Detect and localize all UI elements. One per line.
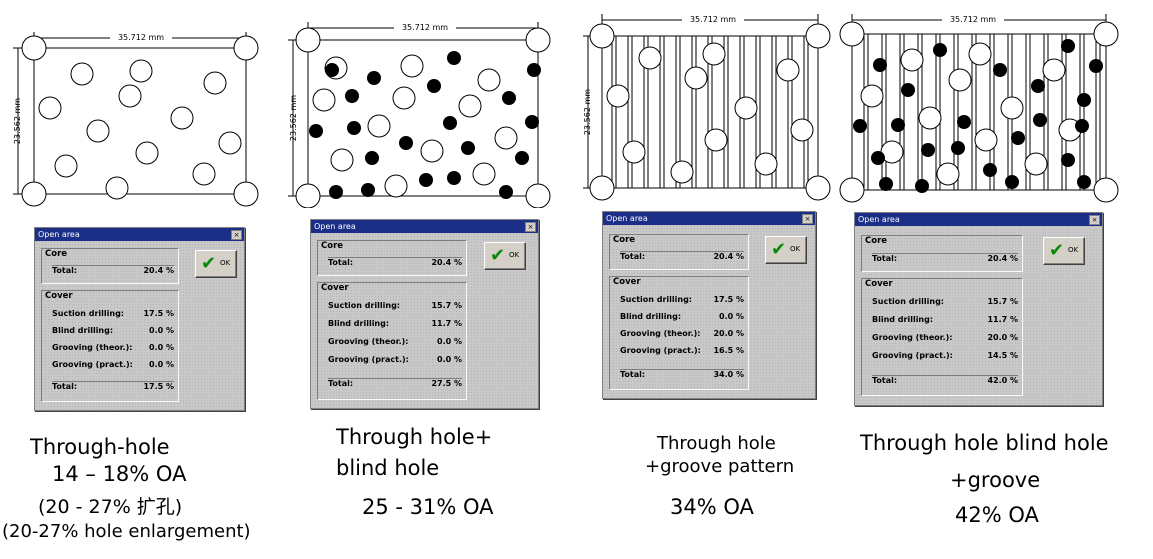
caption-1-line1: Through-hole xyxy=(30,435,170,459)
close-icon[interactable]: × xyxy=(525,222,536,232)
groove-theor-row: Grooving (theor.): 0.0 % xyxy=(52,343,174,352)
suction-row: Suction drilling: 15.7 % xyxy=(328,301,462,310)
cover-group: Cover Suction drilling: 17.5 % Blind dril… xyxy=(41,290,179,402)
core-label: Core xyxy=(865,236,888,246)
core-total-row: Total: 20.4 % xyxy=(52,265,174,280)
caption-4-line3: 42% OA xyxy=(955,503,1039,527)
caption-3-line1: Through hole xyxy=(657,433,776,454)
hole-groove-drawing-4: 35.712 mm xyxy=(839,14,1119,203)
groove-pract-row: Grooving (pract.): 0.0 % xyxy=(52,360,174,369)
cover-group: Cover Suction drilling: 15.7 % Blind dril… xyxy=(317,282,467,400)
checkmark-icon: ✔ xyxy=(490,245,506,266)
dialog-title: Open area xyxy=(858,215,900,224)
width-dimension-label: 35.712 mm xyxy=(950,15,996,24)
dialog-title: Open area xyxy=(38,230,80,239)
dialog-title-bar: Open area xyxy=(855,213,1102,226)
cover-group: Cover Suction drilling: 17.5 % Blind dril… xyxy=(609,276,749,390)
cover-group: Cover Suction drilling: 15.7 % Blind dril… xyxy=(861,278,1023,396)
suction-row: Suction drilling: 17.5 % xyxy=(620,295,744,304)
suction-row: Suction drilling: 17.5 % xyxy=(52,309,174,318)
dialog-title-bar: Open area xyxy=(311,220,538,233)
dialog-title: Open area xyxy=(314,222,356,231)
core-total-row: Total: 20.4 % xyxy=(620,251,744,266)
ok-button[interactable]: ✔ OK xyxy=(765,236,807,264)
close-icon[interactable]: × xyxy=(802,214,813,224)
cover-label: Cover xyxy=(321,283,349,293)
caption-2-line1: Through hole+ xyxy=(336,425,493,449)
core-label: Core xyxy=(45,249,68,259)
groove-theor-row: Grooving (theor.): 20.0 % xyxy=(872,333,1018,342)
ok-button[interactable]: ✔ OK xyxy=(1043,237,1085,265)
ok-button[interactable]: ✔ OK xyxy=(484,242,526,270)
groove-pract-row: Grooving (pract.): 14.5 % xyxy=(872,351,1018,360)
hole-pattern-drawing-1: 35.712 mm 23.562 mm xyxy=(13,32,259,207)
groove-theor-row: Grooving (theor.): 20.0 % xyxy=(620,329,744,338)
cover-total-row: Total: 34.0 % xyxy=(620,369,744,384)
checkmark-icon: ✔ xyxy=(201,253,217,274)
close-icon[interactable]: × xyxy=(1089,215,1100,225)
dialog-title: Open area xyxy=(606,214,648,223)
core-label: Core xyxy=(613,235,636,245)
dialog-title-bar: Open area xyxy=(603,212,815,225)
core-label: Core xyxy=(321,241,344,251)
hole-groove-drawing-3: 35.712 mm 23.562 mm xyxy=(583,14,831,201)
cover-total-row: Total: 42.0 % xyxy=(872,375,1018,390)
core-total-row: Total: 20.4 % xyxy=(872,253,1018,268)
open-area-dialog-4: Open area × Core Total: 20.4 % Cover Suct… xyxy=(854,212,1103,406)
caption-4-line1: Through hole blind hole xyxy=(860,431,1109,455)
ok-button[interactable]: ✔ OK xyxy=(195,250,237,278)
groove-pract-row: Grooving (pract.): 16.5 % xyxy=(620,346,744,355)
width-dimension-label: 35.712 mm xyxy=(402,23,448,32)
blind-row: Blind drilling: 11.7 % xyxy=(872,315,1018,324)
core-group: Core Total: 20.4 % xyxy=(41,248,179,284)
checkmark-icon: ✔ xyxy=(771,239,787,260)
dialog-title-bar: Open area xyxy=(35,228,244,241)
height-dimension-label: 23.562 mm xyxy=(289,95,298,141)
height-dimension-label: 23.562 mm xyxy=(583,89,592,135)
groove-pract-row: Grooving (pract.): 0.0 % xyxy=(328,355,462,364)
core-total-row: Total: 20.4 % xyxy=(328,257,462,272)
cover-label: Cover xyxy=(865,279,893,289)
open-area-dialog-2: Open area × Core Total: 20.4 % Cover Suct… xyxy=(310,219,539,409)
caption-1-line3: (20 - 27% 扩孔) xyxy=(38,496,183,518)
cover-total-row: Total: 27.5 % xyxy=(328,378,462,393)
checkmark-icon: ✔ xyxy=(1049,240,1065,261)
core-group: Core Total: 20.4 % xyxy=(317,240,467,276)
core-group: Core Total: 20.4 % xyxy=(609,234,749,270)
close-icon[interactable]: × xyxy=(231,230,242,240)
caption-4-line2: +groove xyxy=(950,468,1041,492)
cover-label: Cover xyxy=(45,291,73,301)
core-group: Core Total: 20.4 % xyxy=(861,235,1023,272)
cover-label: Cover xyxy=(613,277,641,287)
open-area-dialog-1: Open area × Core Total: 20.4 % Cover Suct… xyxy=(34,227,245,411)
width-dimension-label: 35.712 mm xyxy=(690,15,736,24)
width-dimension-label: 35.712 mm xyxy=(118,33,164,42)
caption-1-line4: (20-27% hole enlargement) xyxy=(2,521,251,542)
blind-row: Blind drilling: 11.7 % xyxy=(328,319,462,328)
height-dimension-label: 23.562 mm xyxy=(13,98,22,144)
caption-3-line2: +groove pattern xyxy=(645,456,795,477)
caption-2-line3: 25 - 31% OA xyxy=(362,495,494,519)
blind-row: Blind drilling: 0.0 % xyxy=(620,312,744,321)
suction-row: Suction drilling: 15.7 % xyxy=(872,297,1018,306)
hole-pattern-drawing-2: 35.712 mm 23.562 mm xyxy=(288,22,551,208)
caption-3-line3: 34% OA xyxy=(670,495,754,519)
caption-1-line2: 14 – 18% OA xyxy=(52,462,187,486)
cover-total-row: Total: 17.5 % xyxy=(52,381,174,396)
caption-2-line2: blind hole xyxy=(336,456,440,480)
blind-row: Blind drilling: 0.0 % xyxy=(52,326,174,335)
groove-theor-row: Grooving (theor.): 0.0 % xyxy=(328,337,462,346)
open-area-dialog-3: Open area × Core Total: 20.4 % Cover Suct… xyxy=(602,211,816,399)
